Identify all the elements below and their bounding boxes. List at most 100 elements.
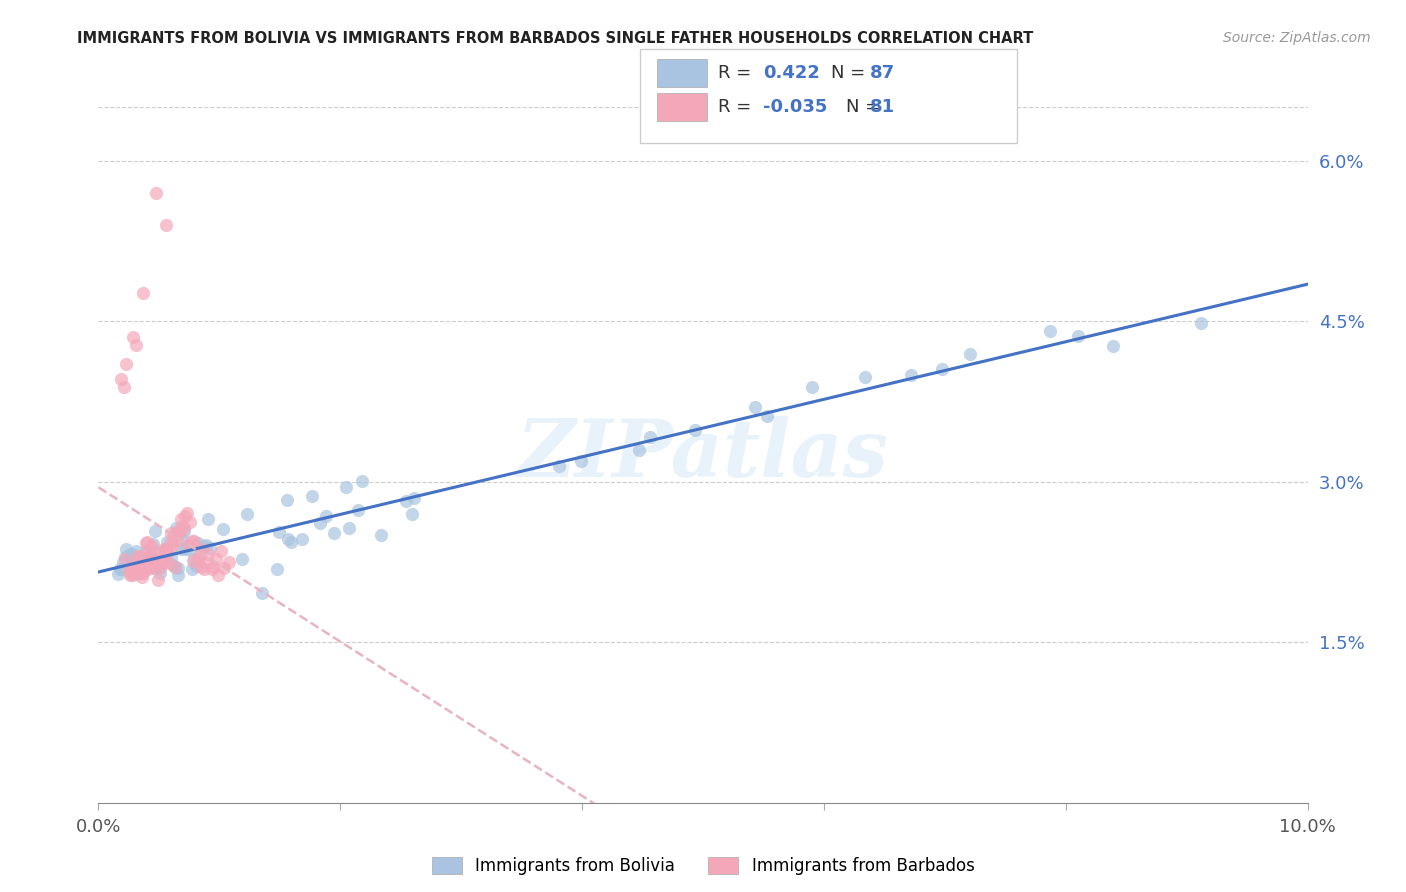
- Point: [122, 562, 145, 576]
- Point: [195, 538, 218, 552]
- Point: [163, 560, 186, 574]
- Point: [308, 516, 330, 531]
- Point: [115, 357, 138, 371]
- Point: [111, 555, 134, 569]
- Point: [1067, 329, 1090, 343]
- Point: [118, 564, 141, 578]
- Point: [156, 544, 179, 558]
- Point: [191, 542, 214, 557]
- Point: [197, 512, 219, 526]
- Point: [139, 549, 162, 563]
- Point: [394, 494, 416, 508]
- Point: [301, 489, 323, 503]
- Point: [127, 549, 149, 563]
- Point: [212, 522, 235, 536]
- Point: [114, 551, 136, 566]
- Point: [132, 566, 155, 580]
- Point: [627, 442, 650, 457]
- Point: [335, 480, 357, 494]
- Point: [179, 543, 201, 558]
- Point: [135, 534, 157, 549]
- Point: [150, 551, 173, 566]
- Text: ZIPatlas: ZIPatlas: [517, 417, 889, 493]
- Point: [160, 549, 183, 564]
- Point: [167, 524, 190, 538]
- Point: [107, 566, 129, 581]
- Point: [127, 549, 149, 564]
- Point: [638, 430, 661, 444]
- Point: [125, 566, 148, 581]
- Point: [209, 544, 232, 558]
- Point: [135, 544, 157, 558]
- Point: [169, 512, 191, 526]
- Point: [800, 380, 823, 394]
- Point: [900, 368, 922, 382]
- Point: [170, 518, 193, 533]
- Point: [121, 548, 143, 562]
- Point: [1102, 339, 1125, 353]
- Point: [128, 549, 150, 563]
- Text: N =: N =: [846, 98, 886, 116]
- Point: [120, 565, 142, 579]
- Point: [173, 524, 195, 538]
- Point: [141, 543, 163, 558]
- Point: [337, 521, 360, 535]
- Text: 87: 87: [870, 64, 896, 82]
- Point: [204, 551, 226, 566]
- Point: [176, 506, 198, 520]
- Point: [145, 554, 167, 568]
- Point: [170, 533, 193, 547]
- Point: [280, 534, 302, 549]
- Point: [218, 555, 240, 569]
- Point: [141, 539, 163, 553]
- Point: [173, 521, 195, 535]
- Point: [323, 526, 346, 541]
- Point: [174, 508, 197, 523]
- Point: [159, 537, 181, 551]
- Point: [193, 539, 215, 553]
- Point: [152, 555, 174, 569]
- Text: R =: R =: [718, 64, 758, 82]
- Point: [156, 534, 179, 549]
- Point: [683, 423, 706, 437]
- Text: IMMIGRANTS FROM BOLIVIA VS IMMIGRANTS FROM BARBADOS SINGLE FATHER HOUSEHOLDS COR: IMMIGRANTS FROM BOLIVIA VS IMMIGRANTS FR…: [77, 31, 1033, 46]
- Point: [187, 551, 209, 566]
- Point: [315, 508, 337, 523]
- Point: [202, 560, 225, 574]
- Point: [148, 560, 170, 574]
- Text: -0.035: -0.035: [763, 98, 828, 116]
- Point: [112, 380, 135, 394]
- Point: [177, 538, 200, 552]
- Point: [198, 541, 221, 555]
- Point: [190, 560, 212, 574]
- Text: R =: R =: [718, 98, 758, 116]
- Point: [207, 567, 229, 582]
- Point: [162, 558, 184, 573]
- Point: [149, 566, 172, 580]
- Point: [135, 535, 157, 549]
- Point: [277, 533, 299, 547]
- Point: [143, 524, 166, 538]
- Point: [134, 562, 156, 576]
- Point: [186, 559, 208, 574]
- Point: [138, 554, 160, 568]
- Point: [139, 549, 162, 564]
- Point: [163, 560, 186, 574]
- Point: [1039, 324, 1062, 338]
- Point: [139, 555, 162, 569]
- Point: [160, 526, 183, 541]
- Point: [110, 372, 132, 386]
- Point: [162, 530, 184, 544]
- Point: [756, 409, 779, 424]
- Point: [155, 218, 177, 232]
- Point: [183, 551, 205, 566]
- Point: [132, 560, 155, 574]
- Text: 81: 81: [870, 98, 896, 116]
- Text: N =: N =: [831, 64, 870, 82]
- Point: [165, 521, 187, 535]
- Point: [959, 347, 981, 361]
- Point: [132, 286, 155, 301]
- Point: [143, 551, 166, 566]
- Point: [110, 562, 132, 576]
- Point: [347, 502, 370, 516]
